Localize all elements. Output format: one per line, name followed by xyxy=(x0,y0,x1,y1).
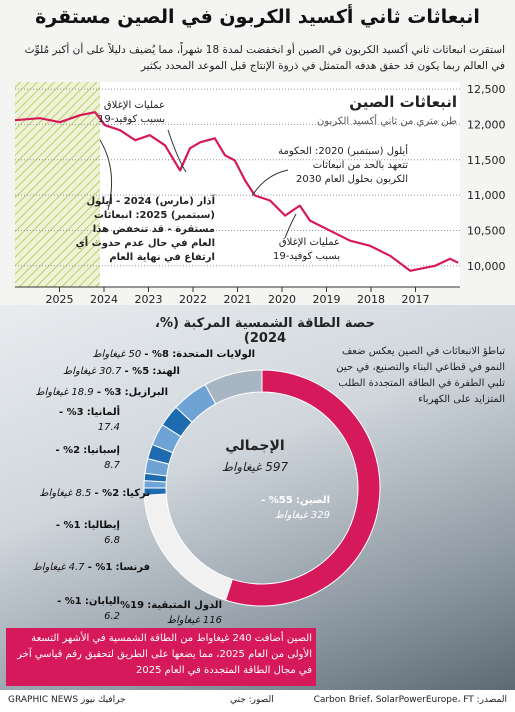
photo-background xyxy=(0,305,515,690)
x-tick-label: 2018 xyxy=(357,293,385,306)
x-tick-label: 2020 xyxy=(268,293,296,306)
x-tick-label: 2024 xyxy=(90,293,118,306)
value-label: 8% - xyxy=(144,349,170,360)
category-label: البرازيل: xyxy=(124,387,168,398)
category-label: الولايات المتحدة: xyxy=(172,349,255,360)
value-label: 3% - xyxy=(96,387,122,398)
value-label: 2% - xyxy=(94,488,120,499)
gw-label: 6.2 xyxy=(104,611,120,622)
value-label: 19% xyxy=(120,600,145,611)
y-tick-label: 12,500 xyxy=(467,83,506,96)
donut-title: حصة الطاقة الشمسية المركبة (%، 2024) xyxy=(155,316,375,346)
grid xyxy=(15,88,460,292)
category-label: الصين: xyxy=(295,495,330,506)
title: انبعاثات ثاني أكسيد الكربون في الصين مست… xyxy=(35,6,480,28)
category-label: اليابان: xyxy=(84,596,120,607)
category-label: الهند: xyxy=(152,366,180,377)
x-tick-label: 2025 xyxy=(46,293,74,306)
total-title: الإجمالي xyxy=(225,438,285,454)
donut-segment xyxy=(143,493,233,601)
note-box-text: الصين أضافت 240 غيغاواط من الطاقة الشمسي… xyxy=(17,633,312,676)
value-label: 2% - xyxy=(55,445,81,456)
gw-label: 18.9 غيغاواط xyxy=(35,387,94,398)
marks xyxy=(14,111,459,272)
donut xyxy=(143,369,381,607)
arrow xyxy=(167,129,187,173)
donut-label: الدول المتبقية: 19% 116 غيغاواط xyxy=(120,598,222,628)
gw-label: 50 غيغاواط xyxy=(92,349,142,360)
annotation: عمليات الإغلاق بسبب كوفيد-19 xyxy=(97,100,165,125)
gw-label: 329 غيغاواط xyxy=(274,510,330,521)
donut-segment xyxy=(224,369,381,607)
donut-label: إيطاليا: 1% - 6.8 xyxy=(56,518,120,548)
source: المصدر: Carbon Brief، SolarPowerEurope، … xyxy=(313,695,507,705)
gw-label: 116 غيغاواط xyxy=(166,615,222,626)
category-label: إسبانيا: xyxy=(83,445,120,456)
value-label: 1% - xyxy=(55,520,81,531)
gw-label: 6.8 xyxy=(104,535,120,546)
donut-label: الهند: 5% - 30.7 غيغاواط xyxy=(63,364,180,379)
category-label: الدول المتبقية: xyxy=(147,600,222,611)
donut-segment xyxy=(204,369,263,405)
annotation: آذار (مارس) 2024 - أيلول (سبتمبر) 2025: … xyxy=(75,196,215,263)
y-tick-label: 12,000 xyxy=(467,118,506,131)
note-box xyxy=(6,628,316,686)
arrow xyxy=(99,139,113,211)
category-label: تركيا: xyxy=(122,488,150,499)
gw-label: 8.7 xyxy=(104,460,120,471)
gw-label: 30.7 غيغاواط xyxy=(62,366,122,377)
note: تباطؤ الانبعاثات في الصين يعكس ضعف النمو… xyxy=(336,346,505,405)
donut-label: فرنسا: 1% - 4.7 غيغاواط xyxy=(32,560,150,575)
photo-credit: الصور: جتي xyxy=(230,695,274,705)
x-tick-label: 2021 xyxy=(224,293,252,306)
gw-label: 8.5 غيغاواط xyxy=(39,488,92,499)
annotation: عمليات الإغلاق بسبب كوفيد-19 xyxy=(272,237,340,262)
value-label: 1% - xyxy=(87,562,113,573)
y-tick-label: 10,000 xyxy=(467,260,506,273)
value-label: 3% - xyxy=(58,407,84,418)
x-tick-label: 2019 xyxy=(313,293,341,306)
value-label: 1% - xyxy=(57,596,82,607)
donut-label: الولايات المتحدة: 8% - 50 غيغاواط xyxy=(92,347,255,362)
line xyxy=(14,111,459,272)
subtitle: استقرت انبعاثات ثاني أكسيد الكربون في ال… xyxy=(24,44,505,72)
x-tick-label: 2022 xyxy=(179,293,207,306)
value-label: 5% - xyxy=(124,366,150,377)
annotation: أيلول (سبتمبر) 2020: الحكومة تتعهد بالحد… xyxy=(278,146,408,185)
y-tick-label: 11,000 xyxy=(467,189,506,202)
x-tick-label: 2017 xyxy=(402,293,430,306)
y-tick-label: 11,500 xyxy=(467,154,506,167)
category-label: إيطاليا: xyxy=(83,520,120,531)
donut-label: تركيا: 2% - 8.5 غيغاواط xyxy=(39,486,150,501)
category-label: ألمانيا: xyxy=(86,407,120,418)
donut-label: إسبانيا: 2% - 8.7 xyxy=(55,443,120,473)
footer-band xyxy=(0,690,515,712)
chart-subtitle: طن متري من ثاني أكسيد الكربون xyxy=(317,116,457,127)
arrow xyxy=(251,169,289,197)
chart-title: انبعاثات الصين xyxy=(349,93,457,111)
donut-label: ألمانيا: 3% - 17.4 xyxy=(59,405,120,435)
arrow xyxy=(284,213,297,239)
donut-label: البرازيل: 3% - 18.9 غيغاواط xyxy=(35,385,168,400)
value-label: 55% - xyxy=(261,495,293,506)
y-tick-label: 10,500 xyxy=(467,224,506,237)
brand: GRAPHIC NEWS جرافيك نيوز xyxy=(8,695,126,705)
gw-label: 4.7 غيغاواط xyxy=(32,562,85,573)
gw-label: 17.4 xyxy=(97,422,120,433)
donut-label: اليابان: 1% - 6.2 xyxy=(57,594,120,624)
total-value: 597 غيغاواط xyxy=(221,460,289,474)
x-tick-label: 2023 xyxy=(135,293,163,306)
highlight-band xyxy=(15,82,100,287)
category-label: فرنسا: xyxy=(115,562,150,573)
donut-label: الصين: 55% - 329 غيغاواط xyxy=(261,493,330,523)
